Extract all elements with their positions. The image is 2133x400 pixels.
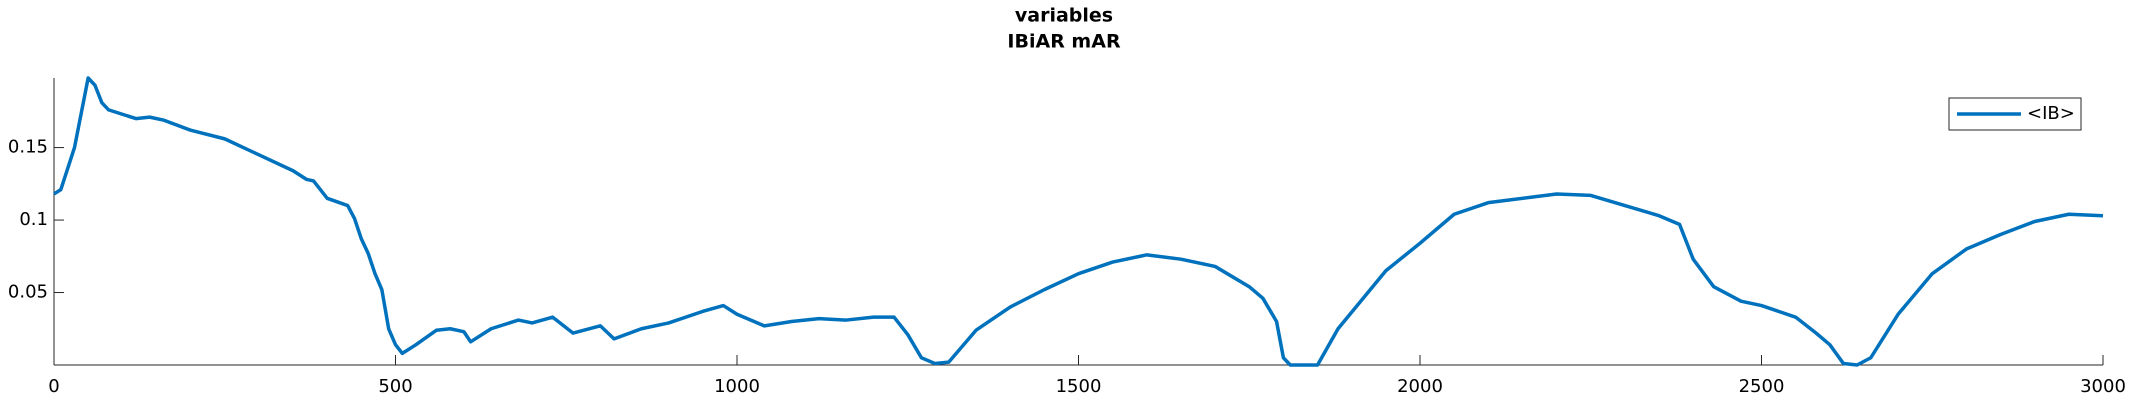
chart-subtitle: IBiAR mAR	[1007, 31, 1121, 53]
legend-label: <IB>	[2027, 103, 2075, 124]
x-tick-label: 2000	[1397, 376, 1443, 397]
x-tick-label: 1500	[1056, 376, 1102, 397]
x-tick-label: 1000	[714, 376, 760, 397]
x-tick-label: 500	[378, 376, 412, 397]
x-tick-label: 0	[48, 376, 59, 397]
y-tick-label: 0.15	[8, 137, 48, 158]
x-tick-label: 2500	[1739, 376, 1785, 397]
x-tick-label: 3000	[2080, 376, 2126, 397]
data-line	[53, 76, 2104, 367]
chart-title: variables	[1015, 5, 1113, 27]
y-tick-label: 0.1	[19, 209, 48, 230]
y-tick-label: 0.05	[8, 282, 48, 303]
